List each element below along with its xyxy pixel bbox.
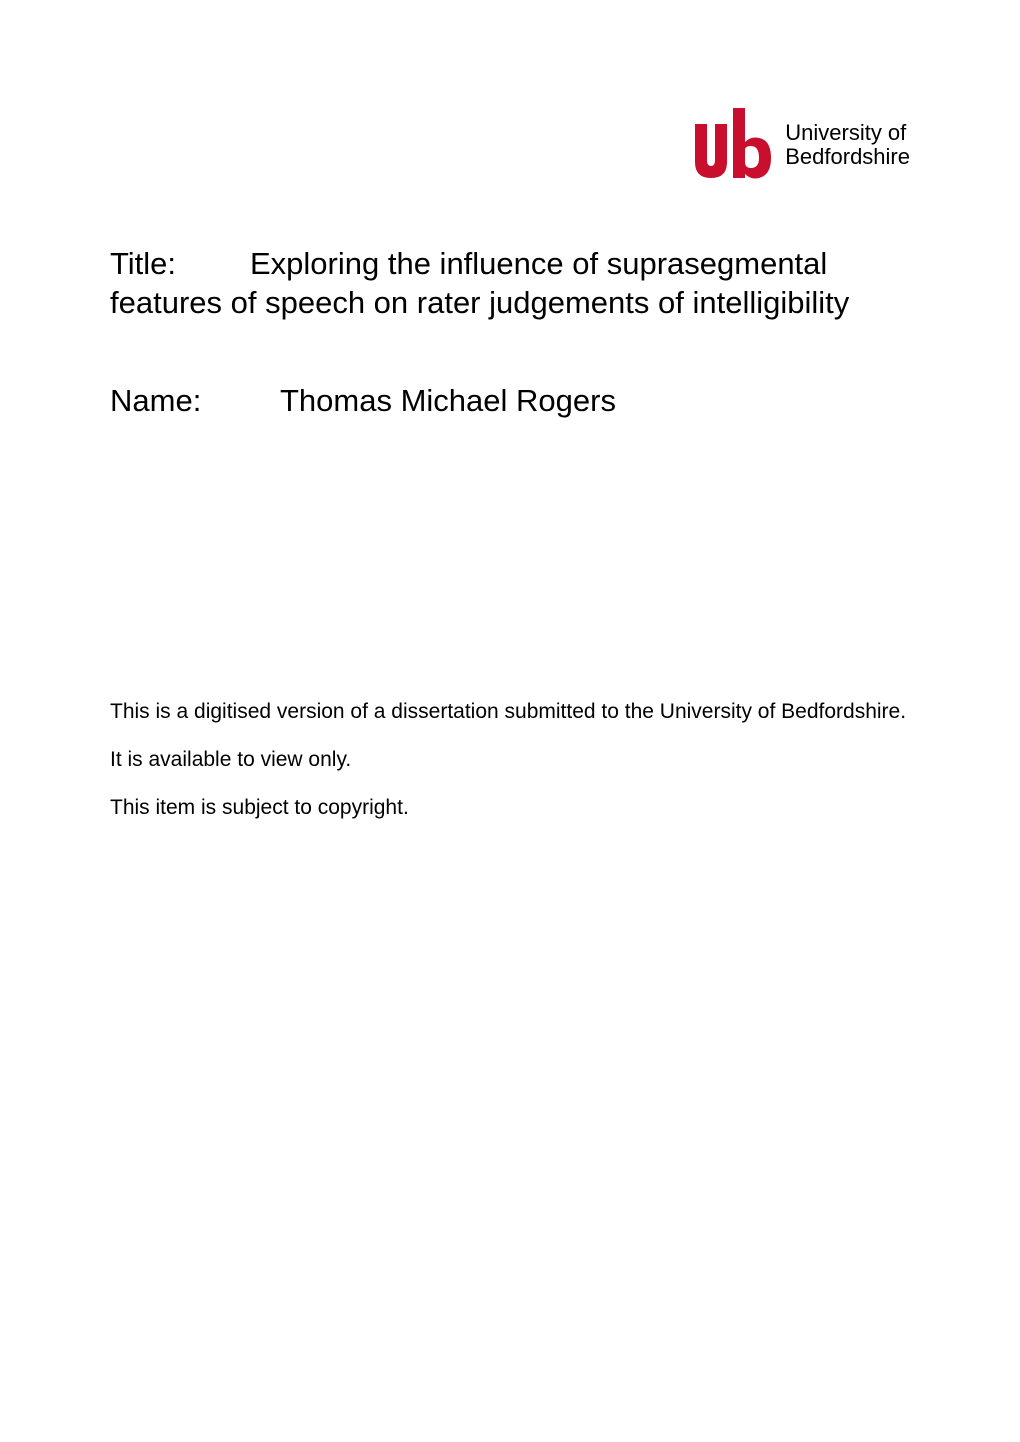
document-page: University of Bedfordshire Title:Explori… bbox=[0, 0, 1020, 1442]
logo-area: University of Bedfordshire bbox=[110, 100, 910, 190]
notice-section: This is a digitised version of a dissert… bbox=[110, 699, 910, 822]
university-logo: University of Bedfordshire bbox=[689, 100, 910, 190]
name-section: Name:Thomas Michael Rogers bbox=[110, 383, 910, 419]
name-label: Name: bbox=[110, 383, 280, 419]
logo-text-line2: Bedfordshire bbox=[785, 145, 910, 169]
name-row: Name:Thomas Michael Rogers bbox=[110, 383, 910, 419]
notice-paragraph-1: This is a digitised version of a dissert… bbox=[110, 699, 910, 725]
title-label: Title: bbox=[110, 245, 250, 284]
logo-text: University of Bedfordshire bbox=[785, 121, 910, 169]
notice-paragraph-2: It is available to view only. bbox=[110, 747, 910, 773]
title-section: Title:Exploring the influence of suprase… bbox=[110, 245, 910, 323]
name-value: Thomas Michael Rogers bbox=[280, 383, 616, 418]
logo-text-line1: University of bbox=[785, 121, 910, 145]
title-row: Title:Exploring the influence of suprase… bbox=[110, 245, 910, 323]
logo-mark-icon bbox=[689, 100, 775, 190]
notice-paragraph-3: This item is subject to copyright. bbox=[110, 795, 910, 821]
